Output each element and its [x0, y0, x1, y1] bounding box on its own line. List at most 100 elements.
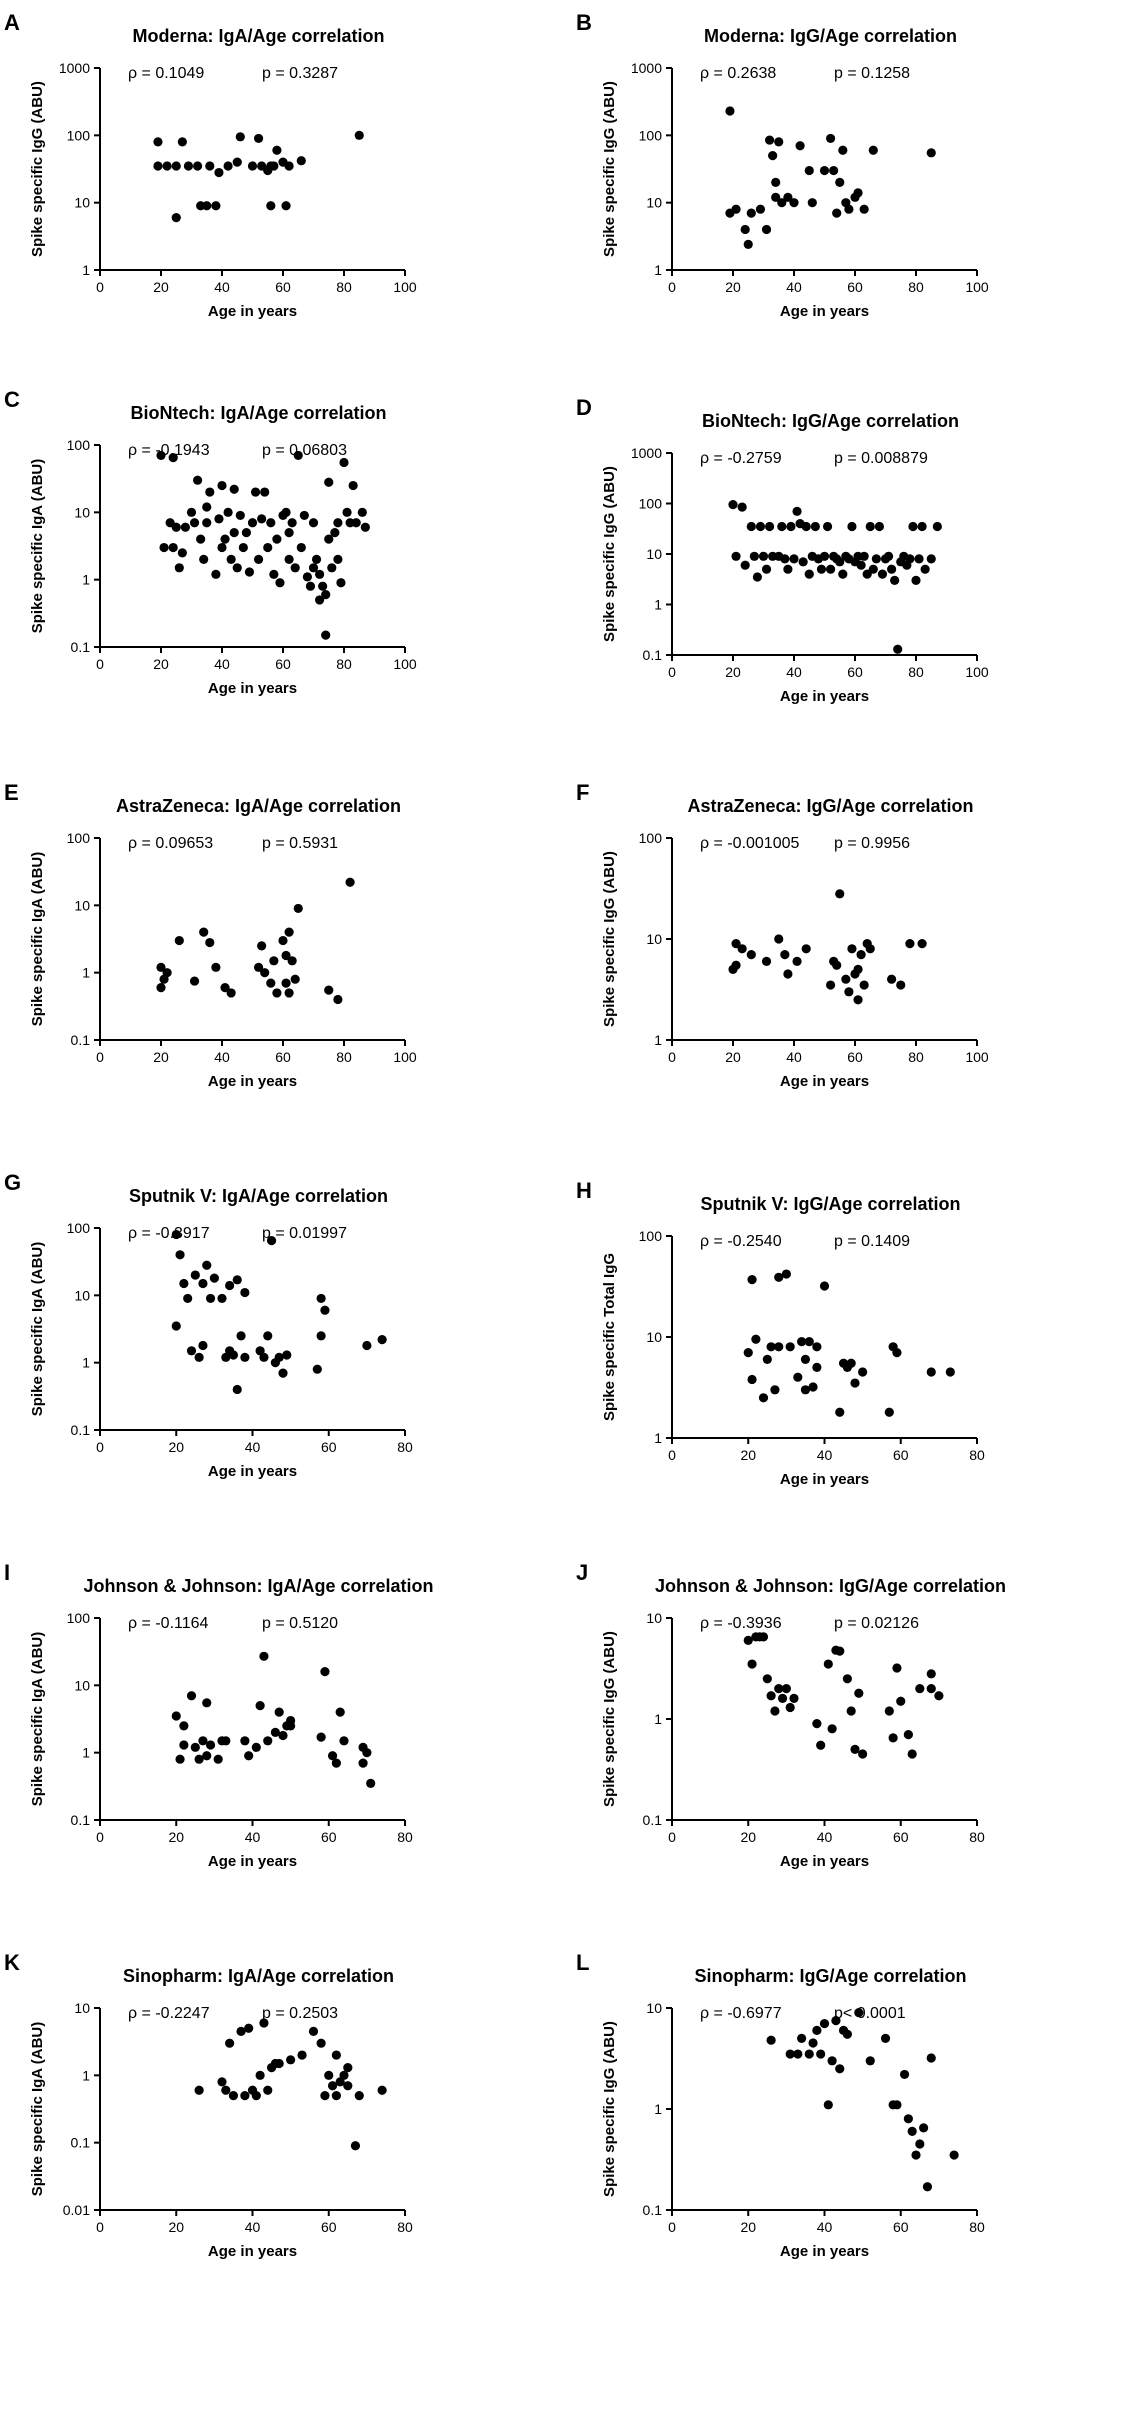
- y-tick-label: 10: [646, 2000, 662, 2016]
- data-point: [225, 1280, 235, 1291]
- y-tick-label: 1: [82, 1745, 90, 1761]
- x-tick-label: 80: [397, 1829, 413, 1845]
- data-point: [854, 2008, 864, 2018]
- data-point: [175, 1250, 185, 1260]
- x-tick-label: 0: [96, 1829, 104, 1845]
- y-tick-label: 10: [74, 2000, 90, 2016]
- data-point: [812, 2025, 822, 2036]
- x-tick-label: 20: [740, 2219, 756, 2235]
- data-point: [771, 177, 781, 187]
- data-point: [232, 563, 242, 573]
- data-point: [175, 1754, 185, 1764]
- data-point: [214, 514, 224, 524]
- y-tick-label: 0.1: [71, 2135, 91, 2151]
- data-point: [755, 521, 766, 532]
- data-point: [758, 1632, 769, 1642]
- x-axis-label: Age in years: [780, 1073, 869, 1090]
- y-tick-label: 0.1: [71, 1812, 91, 1828]
- data-point: [761, 564, 772, 574]
- data-point: [914, 554, 924, 564]
- data-point: [766, 1342, 776, 1352]
- rho-annotation: ρ = 0.1049: [128, 65, 204, 82]
- x-axis-label: Age in years: [208, 2243, 297, 2260]
- p-value-annotation: p = 0.9956: [834, 835, 910, 852]
- data-point: [194, 2085, 204, 2095]
- data-point: [835, 1407, 845, 1417]
- data-point: [905, 939, 915, 949]
- data-point: [247, 518, 258, 528]
- data-point: [180, 522, 190, 532]
- data-point: [819, 1281, 830, 1291]
- data-point: [179, 1721, 189, 1731]
- data-point: [259, 1651, 269, 1661]
- data-point: [907, 1749, 917, 1759]
- chart-title: AstraZeneca: IgA/Age correlation: [116, 796, 401, 816]
- y-tick-label: 0.1: [71, 1032, 91, 1048]
- data-point: [758, 551, 769, 561]
- x-tick-label: 60: [321, 2219, 337, 2235]
- data-point: [254, 133, 264, 144]
- data-point: [789, 198, 799, 208]
- y-tick-label: 100: [639, 1228, 663, 1244]
- x-tick-label: 20: [740, 1829, 756, 1845]
- data-point: [171, 522, 181, 532]
- data-point: [377, 2085, 387, 2095]
- data-point: [348, 480, 358, 491]
- data-point: [911, 2150, 921, 2160]
- data-point: [932, 521, 942, 532]
- x-tick-label: 40: [214, 656, 230, 672]
- data-point: [321, 630, 331, 640]
- data-point: [801, 944, 811, 954]
- data-point: [783, 564, 793, 574]
- y-tick-label: 0.1: [71, 1422, 91, 1438]
- rho-annotation: ρ = 0.09653: [128, 835, 213, 852]
- data-point: [800, 1385, 811, 1395]
- data-point: [186, 507, 197, 517]
- data-point: [316, 1732, 326, 1742]
- data-point: [800, 1354, 811, 1365]
- panel-label: A: [4, 10, 20, 35]
- data-point: [746, 208, 756, 218]
- data-point: [832, 208, 842, 218]
- rho-annotation: ρ = -0.001005: [700, 835, 800, 852]
- data-point: [217, 1293, 227, 1304]
- chart-svg: C BioNtech: IgA/Age correlation ρ = -0.194…: [4, 387, 417, 697]
- data-point: [269, 569, 279, 579]
- y-tick-label: 100: [639, 496, 663, 512]
- data-point: [331, 2050, 341, 2060]
- data-point: [847, 521, 857, 532]
- data-point: [351, 518, 361, 528]
- data-point: [296, 542, 306, 553]
- x-tick-label: 60: [847, 279, 863, 295]
- data-point: [926, 1669, 936, 1679]
- data-point: [232, 157, 242, 167]
- x-tick-label: 0: [96, 656, 104, 672]
- data-point: [859, 551, 869, 561]
- data-point: [797, 1337, 807, 1347]
- data-point: [780, 554, 790, 564]
- data-point: [785, 1342, 795, 1352]
- x-tick-label: 60: [275, 1049, 291, 1065]
- data-point: [740, 224, 750, 235]
- data-point: [156, 450, 166, 461]
- data-point: [226, 988, 236, 998]
- x-tick-label: 60: [321, 1439, 337, 1455]
- data-point: [312, 1364, 322, 1374]
- x-tick-label: 20: [740, 1447, 756, 1463]
- data-point: [789, 554, 799, 564]
- x-tick-label: 40: [214, 1049, 230, 1065]
- data-point: [174, 563, 184, 573]
- x-tick-label: 80: [336, 279, 352, 295]
- data-point: [354, 130, 364, 140]
- x-tick-label: 60: [275, 656, 291, 672]
- data-point: [193, 161, 203, 171]
- data-point: [792, 506, 802, 516]
- data-point: [156, 983, 166, 993]
- data-point: [240, 2091, 250, 2101]
- x-tick-label: 20: [168, 1829, 184, 1845]
- data-point: [171, 213, 181, 223]
- data-point: [179, 1740, 189, 1750]
- x-tick-label: 0: [96, 1439, 104, 1455]
- data-point: [327, 1751, 338, 1761]
- data-point: [221, 2085, 231, 2095]
